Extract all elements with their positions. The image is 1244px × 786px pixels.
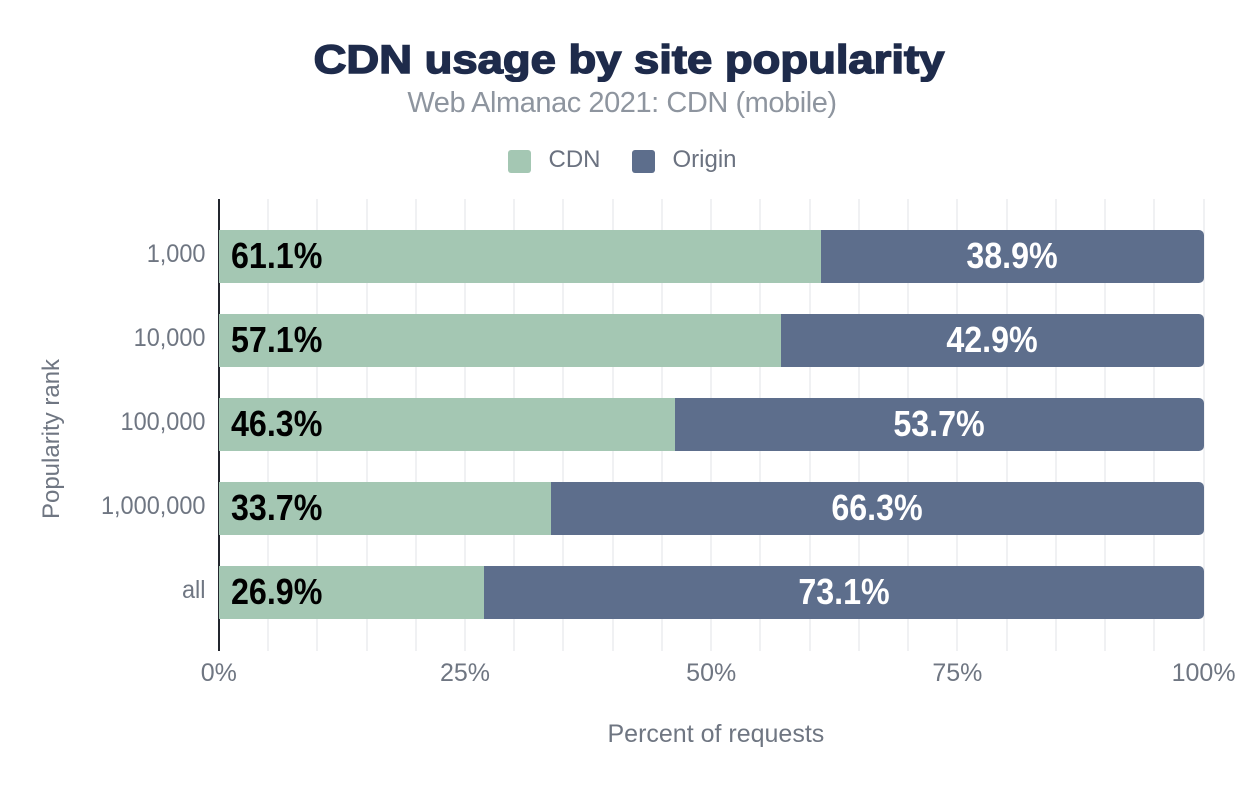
y-axis-title: Popularity rank — [37, 358, 65, 519]
bar-value-label-cdn-1,000,000: 33.7% — [230, 487, 323, 529]
bar-segment-origin-100,000[interactable] — [674, 397, 1204, 451]
x-tick-label-25pct: 25% — [439, 658, 491, 687]
bar-segment-cdn-all[interactable] — [218, 565, 484, 619]
gridline-100pct — [1202, 199, 1205, 651]
x-tick-label-50pct: 50% — [686, 658, 737, 687]
bar-value-label-origin-all: 73.1% — [797, 571, 890, 613]
legend-item-cdn: CDN — [508, 145, 601, 173]
y-tick-label-100,000: 100,000 — [120, 408, 206, 437]
bar-value-label-origin-1,000,000: 66.3% — [831, 487, 923, 529]
y-tick-label-all: all — [181, 576, 206, 605]
bar-value-label-origin-10,000: 42.9% — [946, 319, 1039, 361]
legend-label-cdn: CDN — [548, 145, 601, 173]
bar-segment-cdn-1,000,000[interactable] — [218, 481, 551, 535]
legend-item-origin: Origin — [632, 145, 737, 173]
bar-row-1,000,000: 33.7% 66.3% — [218, 481, 1204, 535]
x-axis-title: Percent of requests — [607, 720, 825, 749]
chart-title: CDN usage by site popularity — [312, 38, 944, 82]
x-tick-label-100pct: 100% — [1171, 658, 1236, 687]
bar-segment-cdn-1,000[interactable] — [218, 229, 821, 283]
bar-value-label-origin-100,000: 53.7% — [893, 403, 985, 445]
y-tick-label-1,000: 1,000 — [146, 240, 206, 269]
bar-row-100,000: 46.3% 53.7% — [218, 397, 1204, 451]
bar-segment-origin-1,000,000[interactable] — [550, 481, 1204, 535]
bar-value-label-cdn-100,000: 46.3% — [230, 403, 323, 445]
legend: CDN Origin — [1, 145, 1244, 173]
bar-segment-origin-1,000[interactable] — [820, 229, 1204, 283]
chart-subtitle: Web Almanac 2021: CDN (mobile) — [407, 87, 837, 119]
x-tick-label-0pct: 0% — [200, 658, 237, 687]
x-tick-label-75pct: 75% — [932, 658, 983, 687]
bar-value-label-origin-1,000: 38.9% — [966, 235, 1058, 277]
bar-segment-cdn-100,000[interactable] — [218, 397, 675, 451]
bar-value-label-cdn-1,000: 61.1% — [230, 235, 323, 277]
bar-value-label-cdn-10,000: 57.1% — [230, 319, 323, 361]
bar-row-1,000: 61.1% 38.9% — [218, 229, 1204, 283]
y-tick-label-10,000: 10,000 — [133, 324, 206, 353]
bar-row-all: 26.9% 73.1% — [218, 565, 1204, 619]
legend-label-origin: Origin — [672, 145, 737, 173]
legend-swatch-origin — [632, 149, 656, 173]
bar-segment-cdn-10,000[interactable] — [218, 313, 782, 367]
bar-segment-origin-10,000[interactable] — [781, 313, 1204, 367]
bar-value-label-cdn-all: 26.9% — [230, 571, 323, 613]
y-tick-label-1,000,000: 1,000,000 — [100, 492, 206, 521]
bar-row-10,000: 57.1% 42.9% — [218, 313, 1204, 367]
bar-segment-origin-all[interactable] — [483, 565, 1204, 619]
legend-swatch-cdn — [508, 149, 532, 173]
